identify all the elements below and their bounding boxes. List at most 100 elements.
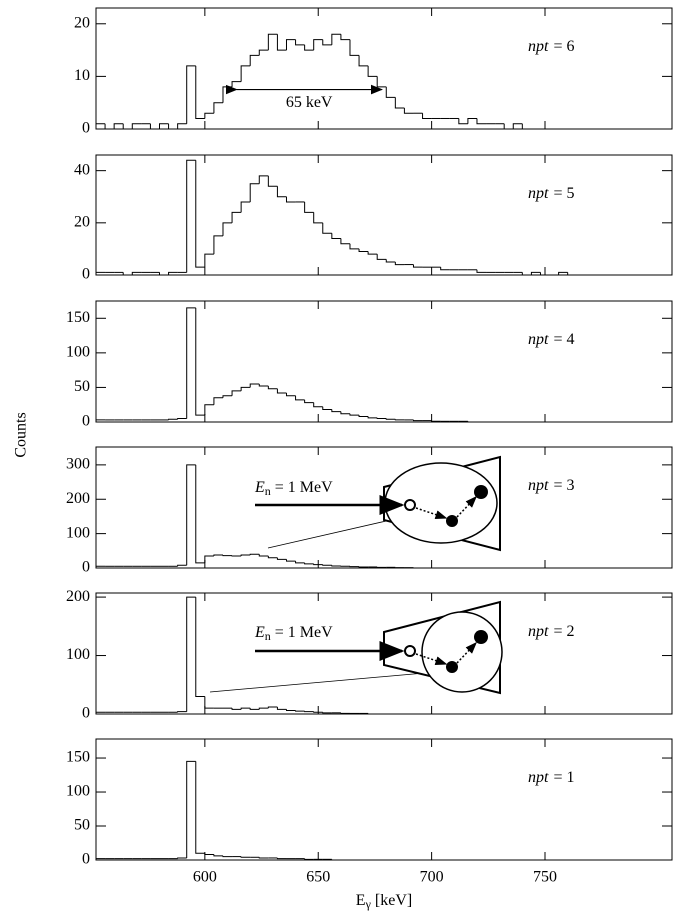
histogram-bin bbox=[222, 395, 233, 398]
annotation: En = 1 MeV bbox=[254, 624, 333, 643]
histogram-bin bbox=[267, 175, 278, 187]
panel-frame bbox=[95, 592, 673, 715]
histogram-bin bbox=[349, 39, 360, 56]
histogram-bin bbox=[376, 76, 387, 88]
panel-label-italic: npt bbox=[528, 38, 549, 55]
histogram-bin bbox=[258, 554, 269, 557]
histogram-bin bbox=[195, 597, 205, 697]
histogram-bin bbox=[258, 49, 269, 56]
panel-frame bbox=[95, 300, 673, 423]
histogram-bin bbox=[367, 65, 378, 77]
histogram-bin bbox=[186, 464, 196, 566]
histogram-bin bbox=[231, 390, 242, 396]
histogram-bin bbox=[222, 86, 233, 103]
histogram-bin bbox=[276, 557, 287, 560]
histogram-bin bbox=[503, 123, 514, 130]
y-tick-label: 40 bbox=[74, 161, 90, 178]
histogram-bin bbox=[249, 553, 260, 555]
panel-label-text: = 1 bbox=[553, 769, 574, 786]
panel-label-italic: npt bbox=[528, 623, 549, 640]
histogram-bin bbox=[240, 386, 251, 391]
histogram-bin bbox=[222, 222, 233, 236]
histogram-bin bbox=[276, 857, 287, 860]
panel-frame bbox=[95, 446, 673, 569]
histogram-bin bbox=[358, 55, 369, 67]
histogram-bin bbox=[204, 112, 214, 119]
histogram-bin bbox=[285, 392, 296, 397]
y-tick-label: 150 bbox=[66, 309, 90, 326]
histogram-bin bbox=[285, 709, 296, 711]
y-tick-label: 100 bbox=[66, 344, 90, 361]
histogram-bin bbox=[295, 561, 305, 564]
histogram-bin bbox=[95, 123, 106, 129]
histogram-bin bbox=[385, 259, 396, 263]
histogram-bin bbox=[240, 856, 251, 858]
histogram-bin bbox=[412, 419, 423, 422]
histogram-bin bbox=[313, 402, 323, 408]
histogram-bin bbox=[385, 86, 396, 98]
histogram-bin bbox=[349, 243, 360, 250]
histogram-bin bbox=[394, 97, 405, 109]
histogram-bin bbox=[422, 113, 432, 119]
y-tick-label: 100 bbox=[66, 783, 90, 800]
histogram-bin bbox=[122, 123, 133, 130]
histogram-bin bbox=[340, 712, 350, 714]
y-tick-label: 0 bbox=[82, 705, 90, 722]
histogram-bin bbox=[295, 395, 305, 401]
y-tick-label: 0 bbox=[82, 120, 90, 137]
panel-label-text: = 4 bbox=[553, 331, 574, 348]
panel-label: npt = 6 bbox=[528, 38, 574, 55]
histogram-bin bbox=[186, 65, 196, 124]
histogram-bin bbox=[177, 418, 187, 420]
histogram-bin bbox=[258, 175, 269, 184]
histogram-bin bbox=[222, 855, 233, 858]
histogram-bin bbox=[213, 397, 223, 405]
histogram-bin bbox=[104, 123, 115, 130]
histogram-bin bbox=[358, 248, 369, 253]
histogram-bin bbox=[349, 413, 360, 416]
histogram-bin bbox=[195, 160, 205, 268]
panel-frame bbox=[95, 738, 673, 861]
panel-label-text: = 3 bbox=[553, 477, 574, 494]
histogram-bin bbox=[512, 123, 523, 129]
histogram-bin bbox=[376, 417, 387, 420]
histogram-bin bbox=[276, 186, 287, 198]
x-axis-label: Eγ [keV] bbox=[356, 892, 412, 911]
histogram-bin bbox=[213, 854, 223, 857]
histogram-bin bbox=[267, 33, 278, 51]
histogram-bin bbox=[304, 858, 314, 860]
histogram-bin bbox=[131, 123, 142, 129]
histogram-bin bbox=[367, 416, 378, 419]
histogram-bin bbox=[240, 65, 251, 82]
histogram-bin bbox=[431, 420, 441, 422]
histogram-bin bbox=[412, 264, 423, 268]
y-tick-label: 0 bbox=[82, 266, 90, 283]
panel-label: npt = 4 bbox=[528, 331, 574, 348]
histogram-bin bbox=[440, 267, 450, 271]
histogram-bin bbox=[213, 102, 223, 114]
histogram-bin bbox=[285, 196, 296, 203]
histogram-bin bbox=[213, 235, 223, 255]
histogram-bin bbox=[177, 564, 187, 567]
histogram-bin bbox=[313, 563, 323, 566]
inset-diagram: En = 1 MeV bbox=[209, 600, 503, 695]
histogram-bin bbox=[177, 857, 187, 859]
histogram-bin bbox=[322, 39, 332, 46]
histogram-bin bbox=[322, 406, 332, 411]
histogram-bin bbox=[240, 554, 251, 556]
histogram-bin bbox=[249, 383, 260, 388]
histogram-bin bbox=[394, 261, 405, 266]
y-tick-label: 200 bbox=[66, 490, 90, 507]
histogram-bin bbox=[231, 708, 242, 710]
histogram-bin bbox=[331, 565, 341, 567]
panel-frame bbox=[95, 154, 673, 276]
histogram-bin bbox=[195, 307, 205, 416]
histogram-bin bbox=[458, 118, 468, 125]
x-tick-label: 750 bbox=[533, 869, 557, 886]
histogram-bin bbox=[285, 559, 296, 562]
histogram-bin bbox=[313, 39, 323, 51]
y-tick-label: 20 bbox=[74, 213, 90, 230]
y-tick-label: 50 bbox=[74, 817, 90, 834]
y-tick-label: 10 bbox=[74, 67, 90, 84]
